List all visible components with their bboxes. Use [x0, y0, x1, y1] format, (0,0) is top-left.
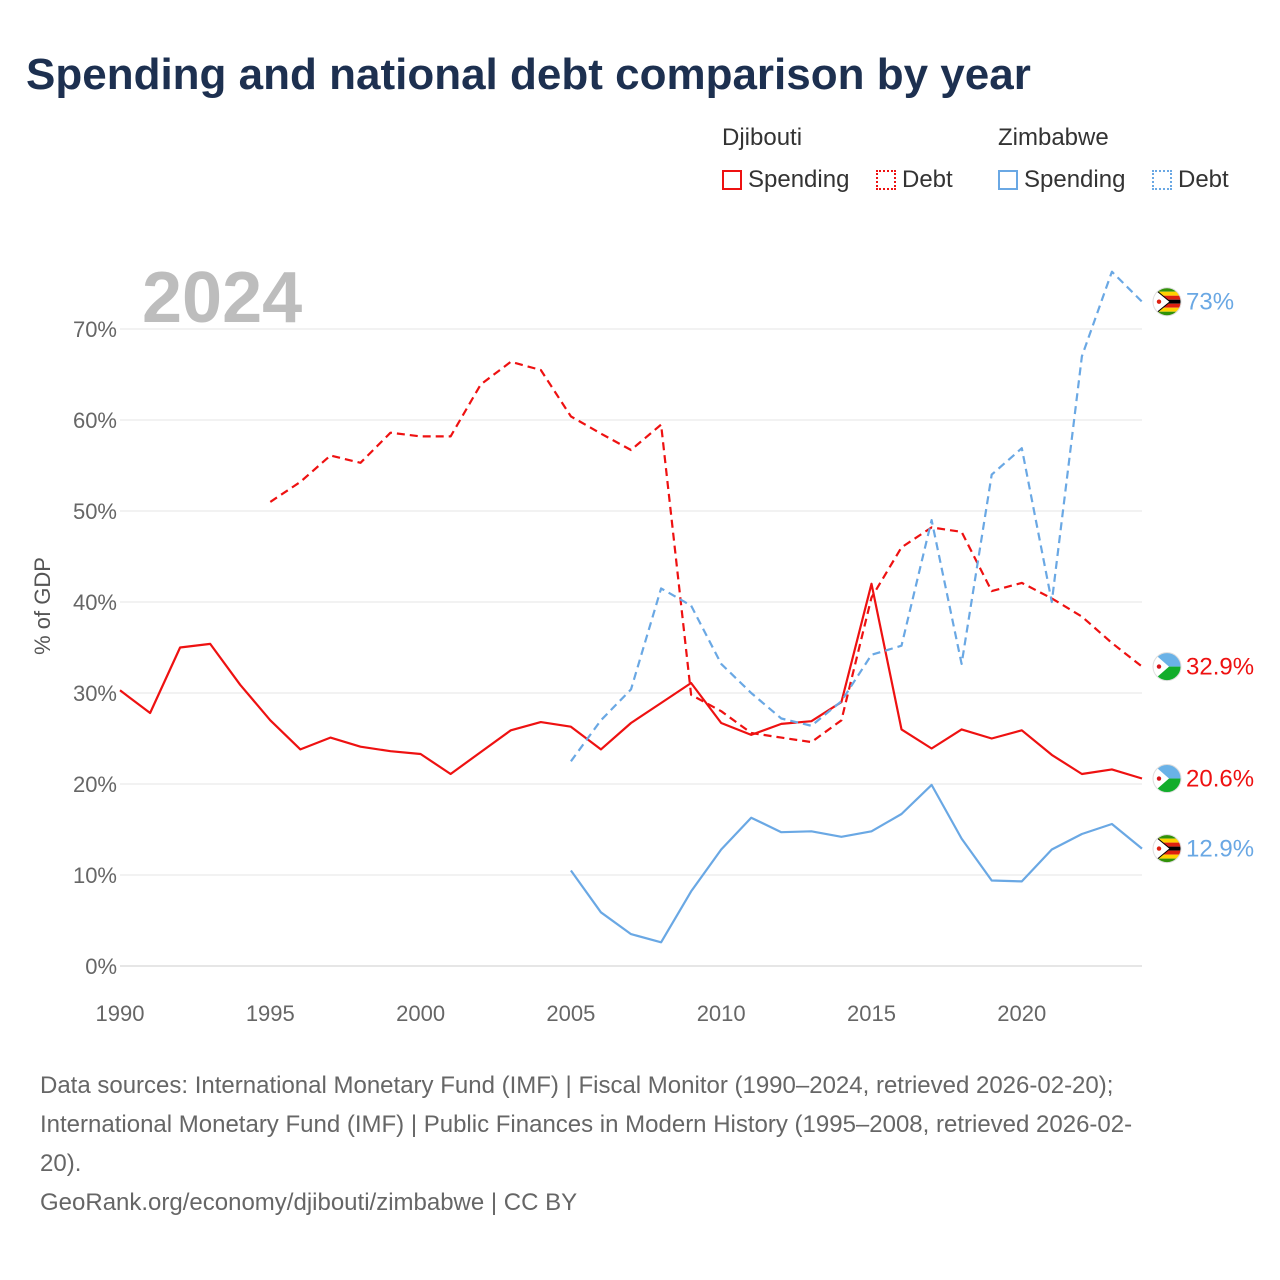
legend-zimbabwe-spending[interactable]: Spending	[998, 166, 1125, 194]
legend-label: Spending	[1024, 166, 1126, 193]
x-tick-label: 2005	[546, 1001, 595, 1026]
legend-djibouti-spending[interactable]: Spending	[722, 166, 849, 194]
y-tick-label: 60%	[73, 408, 117, 433]
x-tick-label: 2020	[997, 1001, 1046, 1026]
legend-swatch-dotted-icon	[1152, 170, 1172, 190]
legend-label: Debt	[902, 166, 953, 193]
legend-djibouti-debt[interactable]: Debt	[876, 166, 953, 194]
y-tick-label: 40%	[73, 590, 117, 615]
legend-label: Spending	[748, 166, 850, 193]
source-line-4[interactable]: GeoRank.org/economy/djibouti/zimbabwe | …	[40, 1189, 578, 1216]
year-watermark: 2024	[142, 258, 302, 338]
legend-group-zimbabwe: Zimbabwe	[998, 124, 1109, 151]
x-tick-label: 1995	[246, 1001, 295, 1026]
source-line-1: Data sources: International Monetary Fun…	[40, 1072, 1114, 1099]
series-line-djibouti-spending	[119, 582, 1143, 780]
legend-swatch-dotted-icon	[876, 170, 896, 190]
line-chart: 2024 0% 10% 20% 30% 40% 50% 60% 70% 1990 1995 200…	[30, 258, 1254, 1026]
series-line-djibouti-debt	[269, 360, 1143, 744]
y-tick-label: 50%	[73, 499, 117, 524]
end-value-label-zimbabwe-debt: 73%	[1186, 289, 1234, 316]
series-line-zimbabwe-debt	[570, 270, 1143, 762]
end-value-label-djibouti-spending: 20.6%	[1186, 766, 1254, 793]
x-tick-label: 2000	[396, 1001, 445, 1026]
zimbabwe-flag-icon	[1152, 834, 1182, 864]
source-line-2: International Monetary Fund (IMF) | Publ…	[40, 1111, 1133, 1138]
legend-swatch-solid-icon	[722, 170, 742, 190]
legend-group-djibouti: Djibouti	[722, 124, 803, 151]
source-line-3: 20).	[40, 1150, 82, 1177]
x-tick-label: 2010	[697, 1001, 746, 1026]
y-tick-label: 30%	[73, 681, 117, 706]
series-line-zimbabwe-spending	[570, 783, 1143, 944]
end-value-label-djibouti-debt: 32.9%	[1186, 654, 1254, 681]
legend-swatch-solid-icon	[998, 170, 1018, 190]
djibouti-flag-icon	[1152, 764, 1182, 794]
y-tick-label: 70%	[73, 317, 117, 342]
x-tick-label: 1990	[96, 1001, 145, 1026]
djibouti-flag-icon	[1152, 652, 1182, 682]
legend-label: Debt	[1178, 166, 1229, 193]
end-value-label-zimbabwe-spending: 12.9%	[1186, 836, 1254, 863]
legend-zimbabwe-debt[interactable]: Debt	[1152, 166, 1229, 194]
chart-title: Spending and national debt comparison by…	[26, 50, 1031, 99]
y-tick-label: 10%	[73, 863, 117, 888]
y-tick-label: 20%	[73, 772, 117, 797]
y-axis-label: % of GDP	[30, 557, 55, 655]
zimbabwe-flag-icon	[1152, 287, 1182, 317]
x-tick-label: 2015	[847, 1001, 896, 1026]
y-tick-label: 0%	[85, 954, 117, 979]
